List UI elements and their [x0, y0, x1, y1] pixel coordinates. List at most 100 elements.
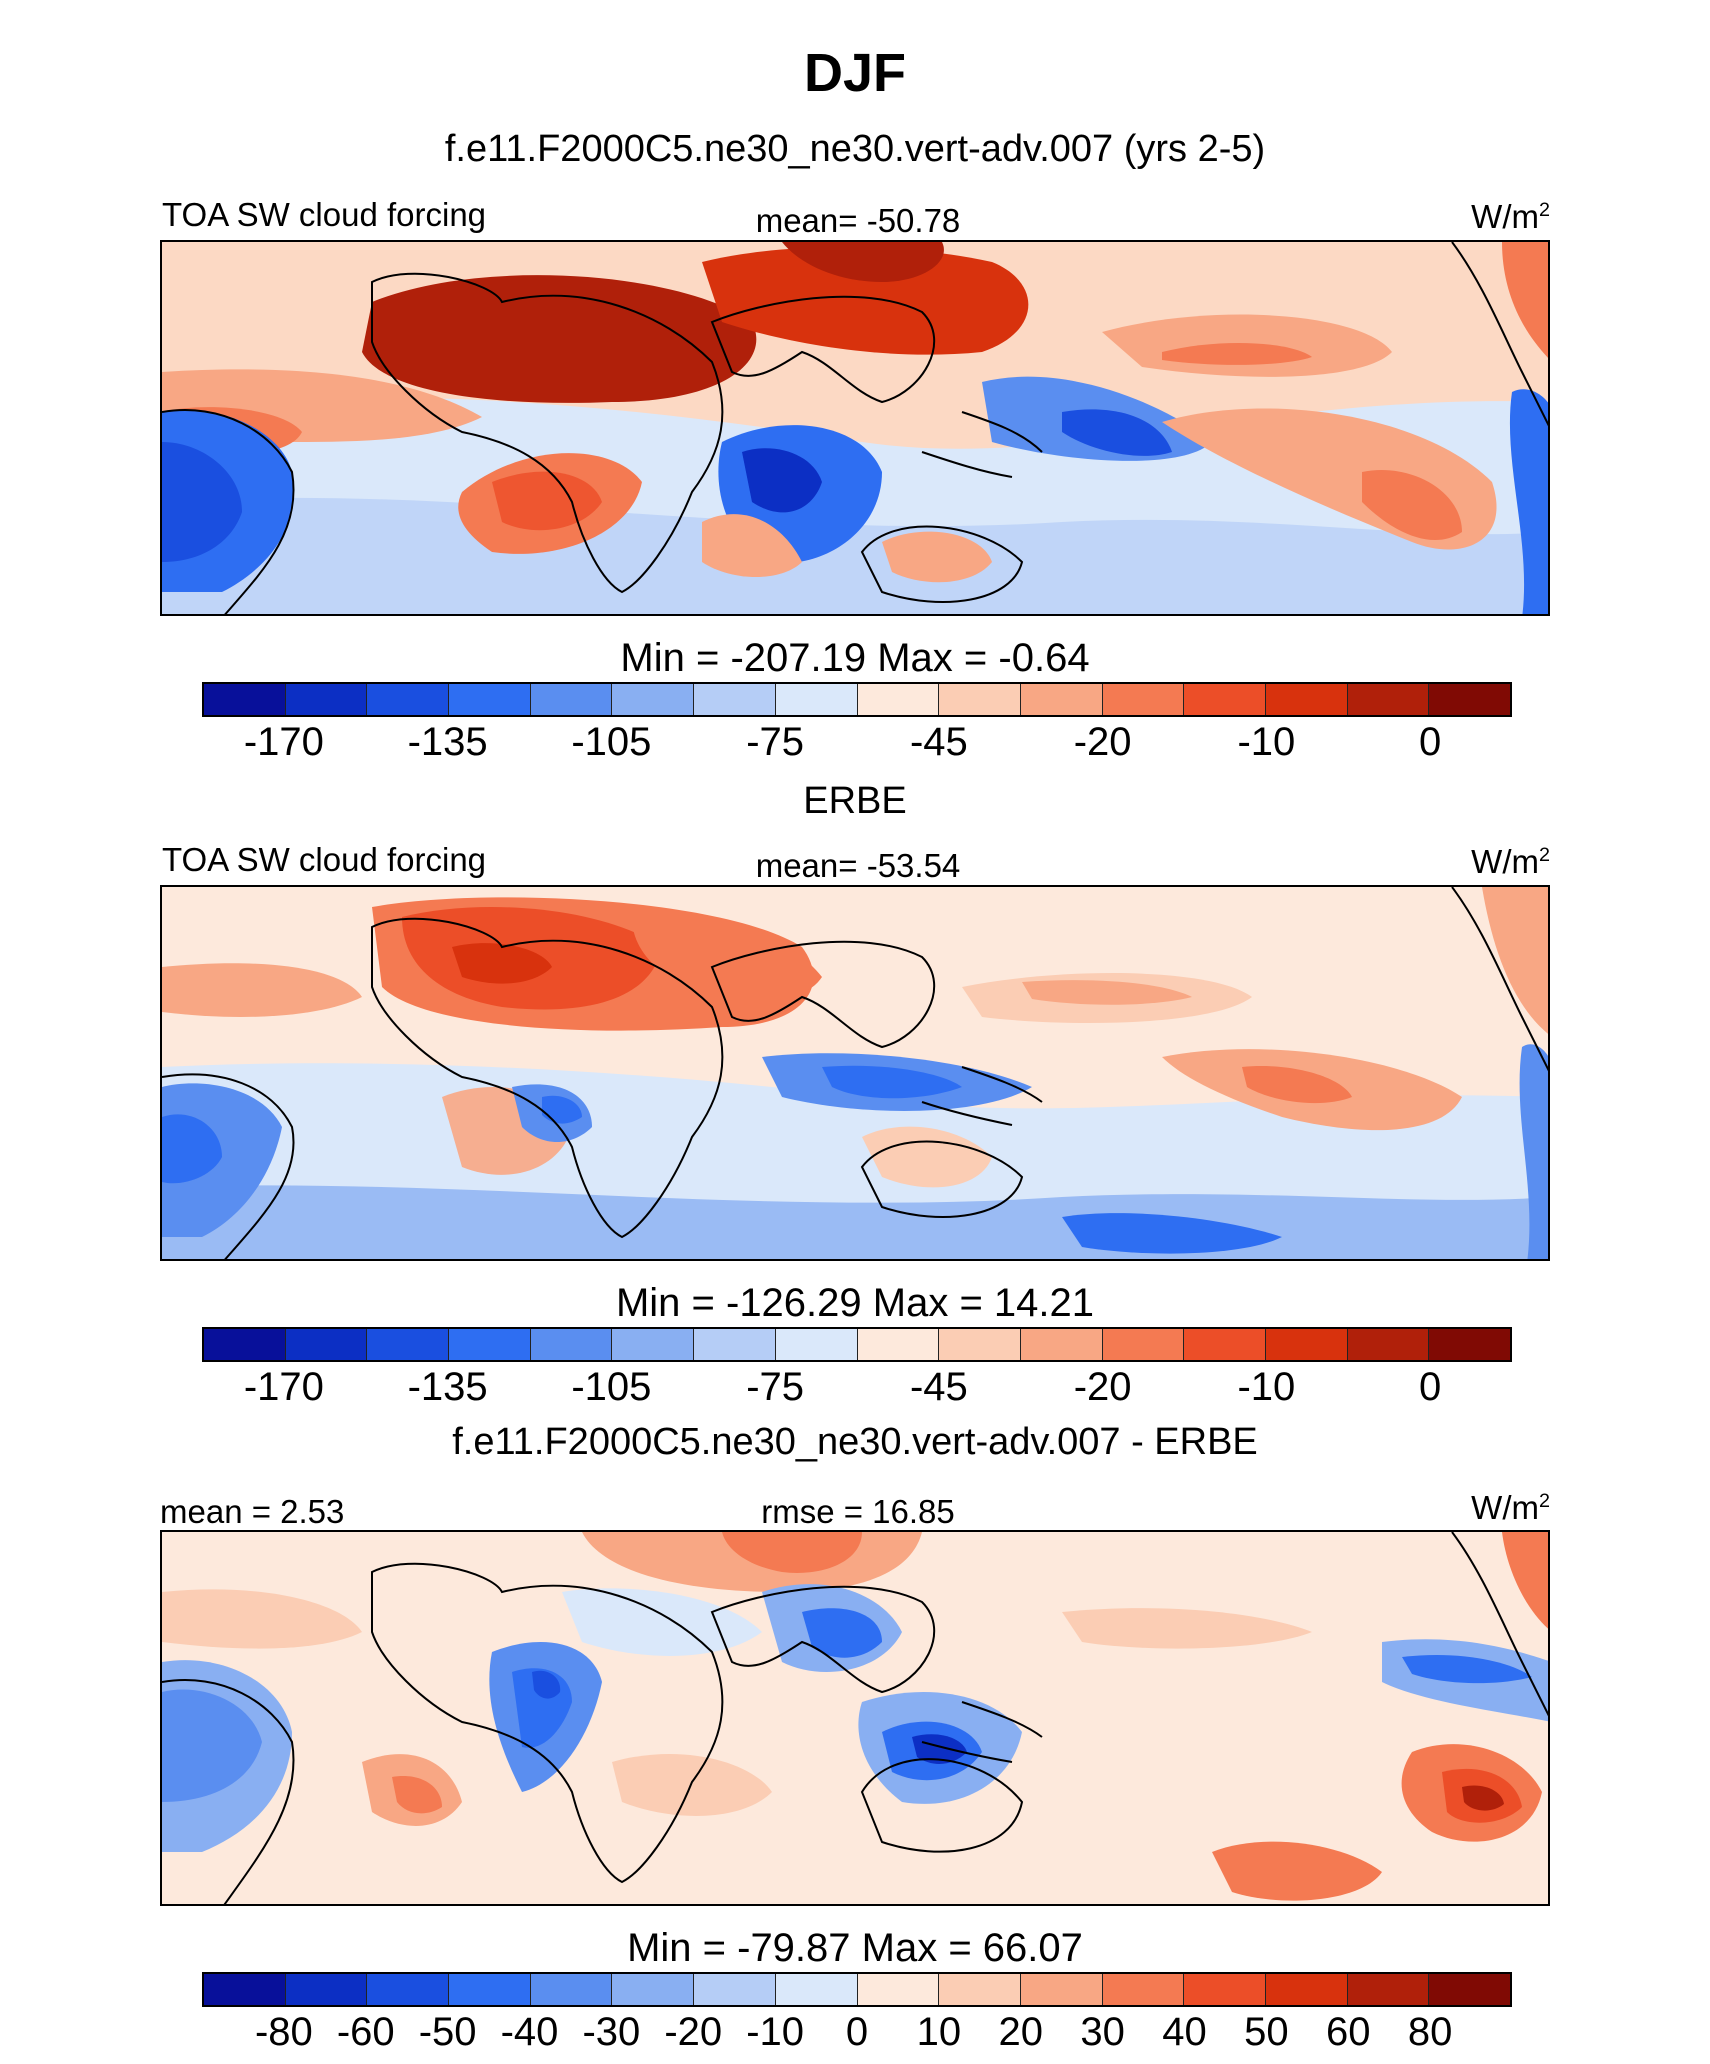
panel2-map	[160, 885, 1550, 1261]
panel3-rmse-label: rmse = 16.85	[761, 1493, 955, 1530]
tick-label: 80	[1407, 2010, 1453, 2054]
tick-label: -45	[909, 1365, 968, 1409]
panel3-map	[160, 1530, 1550, 1906]
panel3-units: W/m2	[1471, 1489, 1550, 1526]
panel2-variable-label: TOA SW cloud forcing	[162, 841, 487, 878]
tick-label: 20	[998, 2010, 1044, 2054]
colorbar2-box	[857, 1329, 940, 1360]
tick-label: -75	[746, 720, 805, 764]
panel3-colorbar	[202, 1972, 1512, 2007]
panel1-colorbar	[202, 682, 1512, 717]
colorbar2-box	[1265, 1329, 1348, 1360]
colorbar3-box	[939, 1974, 1021, 2005]
panel1-title: f.e11.F2000C5.ne30_ne30.vert-adv.007 (yr…	[444, 128, 1266, 170]
colorbar2-box	[530, 1329, 613, 1360]
tick-label: -60	[336, 2010, 395, 2054]
tick-label: 10	[916, 2010, 962, 2054]
colorbar2-box	[1020, 1329, 1103, 1360]
colorbar3-box	[1184, 1974, 1266, 2005]
tick-label: -170	[243, 1365, 324, 1409]
colorbar3-box	[1347, 1974, 1430, 2005]
panel1-mean-label: mean= -50.78	[755, 202, 961, 239]
tick-label: 0	[845, 2010, 869, 2054]
tick-label: -105	[571, 720, 652, 764]
colorbar2-box	[1102, 1329, 1185, 1360]
colorbar1-box	[530, 684, 613, 715]
tick-label: -135	[407, 1365, 488, 1409]
tick-label: -20	[1073, 720, 1132, 764]
tick-label: 40	[1162, 2010, 1207, 2054]
colorbar3-box	[1020, 1974, 1103, 2005]
colorbar2-box	[204, 1329, 286, 1360]
colorbar1-box	[1102, 684, 1185, 715]
tick-label: -10	[1237, 1365, 1296, 1409]
tick-label: -170	[243, 720, 324, 764]
tick-label: -20	[1073, 1365, 1132, 1409]
colorbar3-box	[285, 1974, 368, 2005]
colorbar3-box	[612, 1974, 695, 2005]
panel2-colorbar-ticks: -170 -135 -105 -75 -45 -20 -10 0	[202, 1365, 1512, 1409]
tick-label: -80	[254, 2010, 313, 2054]
colorbar2-box	[285, 1329, 368, 1360]
colorbar3-box	[775, 1974, 858, 2005]
colorbar1-box	[612, 684, 695, 715]
panel1-map	[160, 240, 1550, 616]
colorbar2-box	[775, 1329, 858, 1360]
panel1-colorbar-ticks: -170 -135 -105 -75 -45 -20 -10 0	[202, 720, 1512, 764]
tick-label: 30	[1080, 2010, 1125, 2054]
colorbar1-box	[1184, 684, 1266, 715]
tick-label: 0	[1419, 720, 1442, 764]
colorbar3-box	[1429, 1974, 1510, 2005]
colorbar3-box	[530, 1974, 613, 2005]
tick-label: -50	[418, 2010, 477, 2054]
tick-label: -20	[664, 2010, 723, 2054]
panel3-mean-label: mean = 2.53	[160, 1493, 345, 1530]
colorbar1-box	[1347, 684, 1430, 715]
panel2-mean-label: mean= -53.54	[755, 847, 961, 884]
panel2-title: ERBE	[803, 780, 907, 822]
colorbar3-box	[694, 1974, 776, 2005]
colorbar1-box	[1265, 684, 1348, 715]
colorbar1-box	[939, 684, 1021, 715]
colorbar1-box	[775, 684, 858, 715]
tick-label: 60	[1326, 2010, 1371, 2054]
colorbar1-box	[694, 684, 776, 715]
colorbar3-box	[204, 1974, 286, 2005]
colorbar2-box	[1429, 1329, 1510, 1360]
tick-label: -30	[582, 2010, 641, 2054]
panel2-units: W/m2	[1471, 843, 1550, 880]
tick-label: -45	[909, 720, 968, 764]
colorbar3-box	[857, 1974, 940, 2005]
colorbar2-box	[939, 1329, 1021, 1360]
tick-label: -75	[746, 1365, 805, 1409]
colorbar3-box	[449, 1974, 531, 2005]
colorbar1-box	[367, 684, 450, 715]
panel3-colorbar-ticks: -80 -60 -50 -40 -30 -20 -10 0 10 20 30 4…	[202, 2010, 1512, 2054]
panel2-minmax: Min = -126.29 Max = 14.21	[615, 1281, 1095, 1325]
colorbar1-box	[449, 684, 531, 715]
colorbar1-box	[1429, 684, 1510, 715]
panel1-minmax: Min = -207.19 Max = -0.64	[620, 636, 1090, 680]
tick-label: -10	[1237, 720, 1296, 764]
colorbar1-box	[857, 684, 940, 715]
colorbar2-box	[612, 1329, 695, 1360]
colorbar2-box	[1184, 1329, 1266, 1360]
tick-label: 0	[1419, 1365, 1442, 1409]
tick-label: -105	[571, 1365, 652, 1409]
tick-label: -135	[407, 720, 488, 764]
colorbar2-box	[1347, 1329, 1430, 1360]
colorbar2-box	[449, 1329, 531, 1360]
figure-title: DJF	[803, 43, 906, 103]
panel1-units: W/m2	[1471, 198, 1550, 235]
panel2-colorbar	[202, 1327, 1512, 1362]
tick-label: -10	[746, 2010, 805, 2054]
colorbar2-box	[694, 1329, 776, 1360]
tick-label: 50	[1244, 2010, 1289, 2054]
colorbar1-box	[285, 684, 368, 715]
panel3-title: f.e11.F2000C5.ne30_ne30.vert-adv.007 - E…	[452, 1421, 1258, 1463]
colorbar3-box	[1102, 1974, 1185, 2005]
colorbar1-box	[1020, 684, 1103, 715]
panel1-variable-label: TOA SW cloud forcing	[162, 196, 487, 233]
colorbar2-box	[367, 1329, 450, 1360]
colorbar1-box	[204, 684, 286, 715]
